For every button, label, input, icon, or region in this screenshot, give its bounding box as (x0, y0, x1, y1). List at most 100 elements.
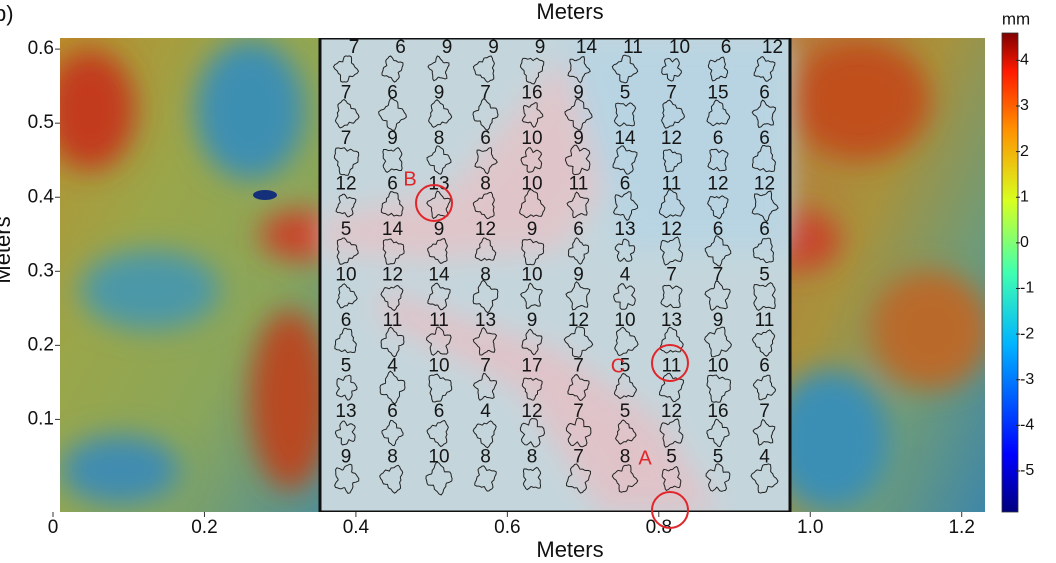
x-tick-label: 0.6 (494, 517, 520, 538)
grid-label: 7 (480, 356, 491, 377)
grid-label: 12 (568, 310, 589, 331)
sample-outline (706, 418, 730, 448)
grid-label: 9 (527, 219, 538, 240)
grid-label: 5 (666, 447, 677, 468)
sample-outline (660, 284, 683, 309)
grid-label: 6 (387, 174, 398, 195)
sample-outline (378, 98, 407, 131)
sample-outline (612, 191, 639, 222)
grid-label: 17 (521, 356, 542, 377)
sample-outline (706, 99, 731, 127)
sample-outline (707, 56, 729, 82)
grid-label: 9 (573, 83, 584, 104)
sample-outline (426, 419, 449, 448)
colorbar-tick-label: -2 (1020, 325, 1034, 342)
grid-label: 7 (349, 37, 360, 58)
sample-outline (521, 377, 543, 401)
grid-label: 11 (755, 310, 775, 331)
grid-label: 12 (661, 401, 682, 422)
grid-label: 13 (661, 310, 682, 331)
grid-label: 6 (395, 37, 406, 58)
grid-label: 10 (521, 265, 542, 286)
figure-label: b) (0, 1, 14, 26)
sample-outline (519, 57, 545, 85)
grid-label: 12 (707, 174, 728, 195)
sample-outline (427, 55, 450, 82)
sample-outline (611, 54, 639, 84)
x-tick-label: 0 (48, 517, 59, 538)
sample-outline (661, 465, 682, 492)
sample-outline (334, 420, 356, 446)
grid-label: 6 (573, 219, 584, 240)
sample-outline (659, 326, 684, 354)
sample-outline (425, 461, 453, 496)
sample-outline (425, 326, 452, 356)
sample-outline (380, 284, 404, 312)
sample-outline (751, 99, 777, 129)
sample-outline (661, 57, 682, 82)
grid-label: 10 (521, 174, 542, 195)
sample-outline (333, 147, 360, 176)
grid-label: 9 (341, 447, 352, 468)
sample-outline (520, 147, 543, 173)
sample-outline (752, 374, 777, 401)
colorbar-tick-label: 1 (1020, 188, 1029, 205)
sample-outline (379, 370, 406, 405)
sample-outline (472, 326, 498, 356)
grid-label: 7 (759, 401, 770, 422)
y-axis-label: Meters (0, 216, 15, 283)
sample-outline (662, 148, 683, 173)
sample-outline (613, 372, 638, 400)
y-tick-label: 0.6 (28, 38, 54, 59)
sample-outline (566, 191, 590, 219)
sample-outline (707, 148, 729, 172)
grid-label: 9 (387, 128, 398, 149)
grid-label: 7 (573, 401, 584, 422)
grid-label: 9 (488, 37, 499, 58)
grid-label: 6 (480, 128, 491, 149)
sample-outline (519, 188, 546, 219)
grid-label: 8 (480, 447, 491, 468)
grid-label: 4 (387, 356, 398, 377)
grid-label: 7 (573, 447, 584, 468)
y-tick-label: 0.1 (28, 408, 54, 429)
colorbar-tick-label: 0 (1020, 234, 1029, 251)
sample-outline (521, 102, 544, 128)
grid-label: 5 (759, 265, 770, 286)
sample-outline (707, 195, 729, 220)
sample-outline (472, 420, 497, 449)
sample-outline (336, 283, 358, 309)
sample-outline (659, 418, 684, 448)
sample-outline (426, 190, 451, 220)
sample-outline (565, 463, 592, 494)
grid-label: 9 (713, 310, 724, 331)
grid-label: 5 (341, 219, 352, 240)
colorbar-tick-label: -1 (1020, 280, 1034, 297)
sample-outline (565, 417, 592, 448)
sample-outline (381, 419, 404, 447)
colorbar-tick-label: -5 (1020, 462, 1034, 479)
grid-label: 11 (662, 174, 682, 195)
annotation-circle (415, 184, 453, 222)
x-tick-label: 1.0 (797, 517, 823, 538)
grid-label: 12 (661, 219, 682, 240)
grid-label: 12 (661, 128, 682, 149)
colorbar-tick-label: -4 (1020, 417, 1034, 434)
sample-outline (611, 464, 639, 493)
colorbar-tick-label: -3 (1020, 371, 1034, 388)
grid-label: 9 (573, 128, 584, 149)
grid-label: 11 (383, 310, 403, 331)
colorbar (1001, 32, 1019, 513)
grid-label: 4 (620, 265, 631, 286)
sample-outline (613, 102, 637, 127)
sample-outline (658, 188, 685, 219)
grid-label: 6 (759, 219, 770, 240)
grid-label: 7 (573, 356, 584, 377)
sample-outline (564, 98, 593, 131)
sample-outline (472, 372, 498, 401)
sample-outline (332, 55, 360, 83)
grid-label: 14 (428, 265, 450, 286)
grid-label: 7 (666, 265, 677, 286)
grid-label: 16 (521, 83, 542, 104)
grid-label: 4 (480, 401, 491, 422)
